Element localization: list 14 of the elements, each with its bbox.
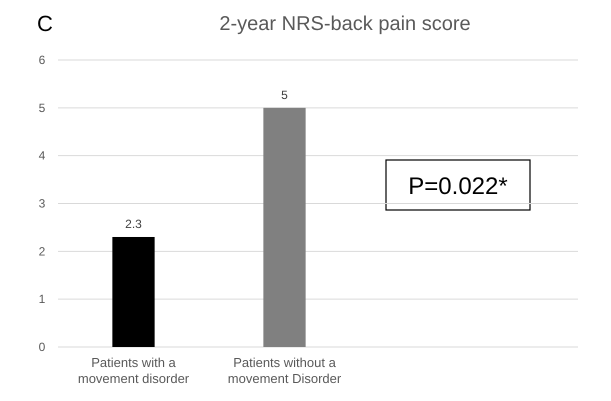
y-tick-label: 4	[38, 148, 46, 163]
y-tick-label: 3	[38, 196, 46, 210]
y-tick-label: 0	[38, 340, 46, 354]
y-tick-label: 1	[38, 292, 46, 306]
text: C	[37, 11, 53, 36]
data-label: 5	[281, 88, 288, 102]
y-tick-label: 2	[38, 244, 46, 258]
x-tick-label: Patients without a movement Disorder	[228, 355, 342, 386]
chart-title: 2-year NRS-back pain score	[219, 13, 471, 35]
x-tick-label: Patients with a movement disorder	[78, 355, 190, 386]
data-label: 2.3	[125, 216, 142, 231]
y-tick-label: 6	[38, 53, 46, 67]
text: P=0.022*	[408, 173, 508, 200]
y-tick-label: 5	[38, 100, 46, 115]
